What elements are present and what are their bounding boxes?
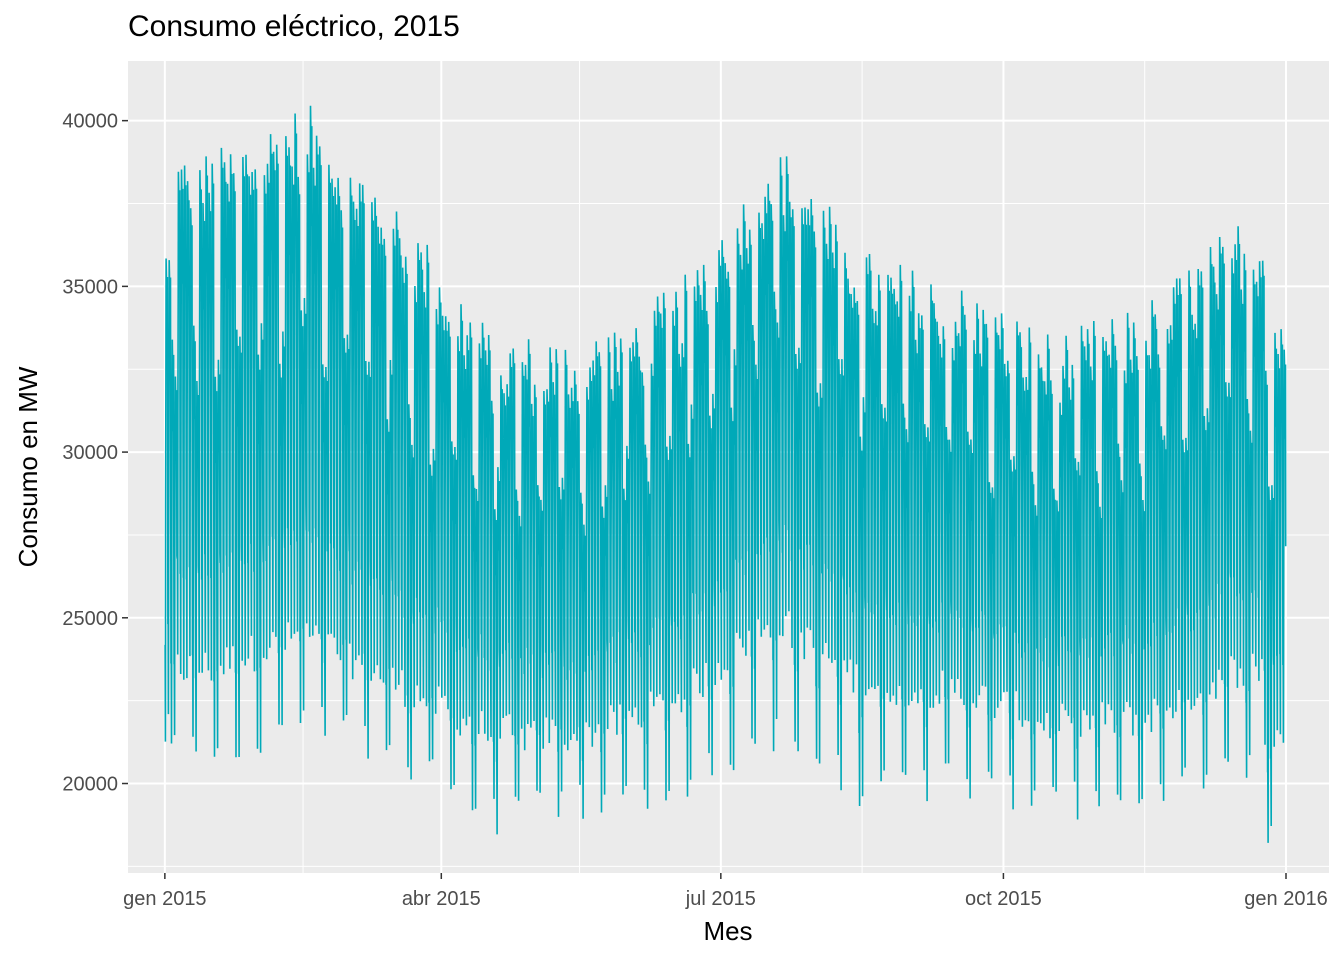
y-axis: 20000 25000 30000 35000 40000 <box>62 111 128 796</box>
x-tick-label: oct 2015 <box>965 888 1042 910</box>
x-tick-label: gen 2016 <box>1244 888 1327 910</box>
chart-title: Consumo eléctrico, 2015 <box>128 10 460 43</box>
x-axis: gen 2015 abr 2015 jul 2015 oct 2015 gen 2016 <box>123 873 1328 910</box>
consumption-line <box>164 105 1287 843</box>
x-tick-label: gen 2015 <box>123 888 206 910</box>
y-tick-label: 35000 <box>62 276 118 298</box>
x-tick-label: jul 2015 <box>685 888 756 910</box>
y-tick-label: 40000 <box>62 111 118 133</box>
x-axis-title: Mes <box>703 916 752 946</box>
y-tick-label: 25000 <box>62 608 118 630</box>
series-line <box>164 105 1287 843</box>
y-tick-label: 20000 <box>62 774 118 796</box>
y-axis-title: Consumo en MW <box>13 366 43 567</box>
y-tick-label: 30000 <box>62 442 118 464</box>
x-tick-label: abr 2015 <box>402 888 481 910</box>
